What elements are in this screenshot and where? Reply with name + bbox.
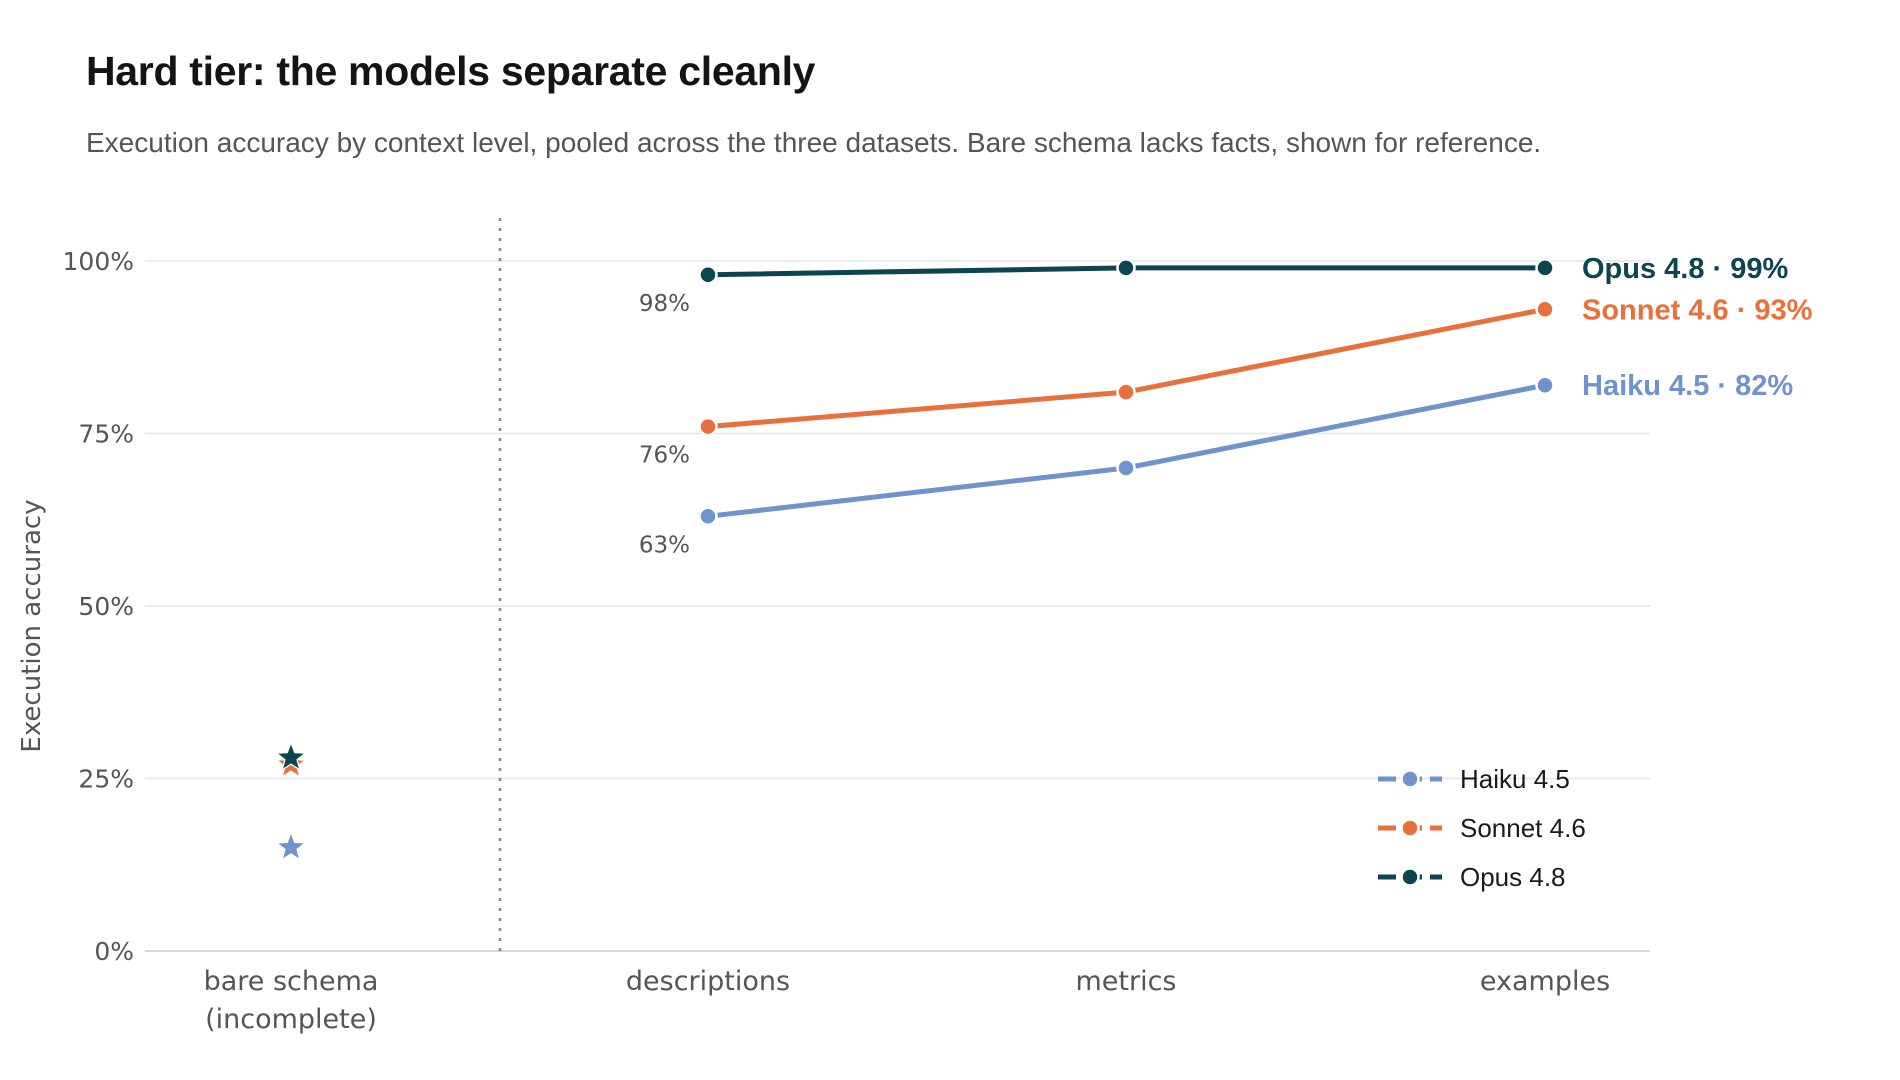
end-label-sonnet-4-6: Sonnet 4.6 · 93% [1582, 294, 1813, 326]
y-tick-label: 100% [63, 247, 134, 276]
x-tick-label: descriptions [626, 966, 790, 997]
legend-marker-sonnet-4-6 [1400, 818, 1420, 838]
end-label-opus-4-8: Opus 4.8 · 99% [1582, 253, 1789, 285]
data-point-sonnet-4-6 [1535, 299, 1555, 320]
x-tick-label: examples [1480, 966, 1610, 997]
data-point-haiku-4-5 [698, 506, 718, 527]
y-tick-label: 0% [94, 937, 134, 966]
x-tick-label: metrics [1075, 966, 1176, 997]
data-point-opus-4-8 [1535, 258, 1555, 278]
chart-subtitle: Execution accuracy by context level, poo… [86, 127, 1542, 158]
x-tick-label-reference: bare schema [204, 966, 379, 997]
end-label-haiku-4-5: Haiku 4.5 · 82% [1582, 370, 1793, 402]
legend-label-opus-4-8: Opus 4.8 [1460, 862, 1566, 892]
data-point-sonnet-4-6 [698, 416, 718, 437]
x-tick-label-reference: (incomplete) [205, 1004, 377, 1035]
data-point-opus-4-8 [698, 265, 718, 285]
legend-label-sonnet-4-6: Sonnet 4.6 [1460, 813, 1586, 843]
y-tick-label: 50% [78, 592, 134, 621]
y-tick-label: 75% [78, 420, 134, 449]
legend-marker-haiku-4-5 [1400, 769, 1420, 789]
legend-label-haiku-4-5: Haiku 4.5 [1460, 764, 1570, 794]
chart-title: Hard tier: the models separate cleanly [86, 48, 816, 94]
start-value-label: 76% [639, 443, 690, 469]
y-axis-label: Execution accuracy [17, 499, 47, 752]
data-point-sonnet-4-6 [1116, 382, 1136, 402]
start-value-label: 98% [639, 291, 690, 317]
data-point-opus-4-8 [1116, 258, 1136, 278]
start-value-label: 63% [639, 532, 690, 558]
reference-star-opus-4-8 [275, 741, 307, 772]
series-line-haiku-4-5 [705, 382, 1548, 519]
data-point-haiku-4-5 [1116, 458, 1136, 478]
y-tick-label: 25% [78, 765, 134, 794]
reference-star-haiku-4-5 [275, 830, 307, 861]
data-point-haiku-4-5 [1535, 375, 1555, 395]
legend-marker-opus-4-8 [1400, 867, 1420, 887]
